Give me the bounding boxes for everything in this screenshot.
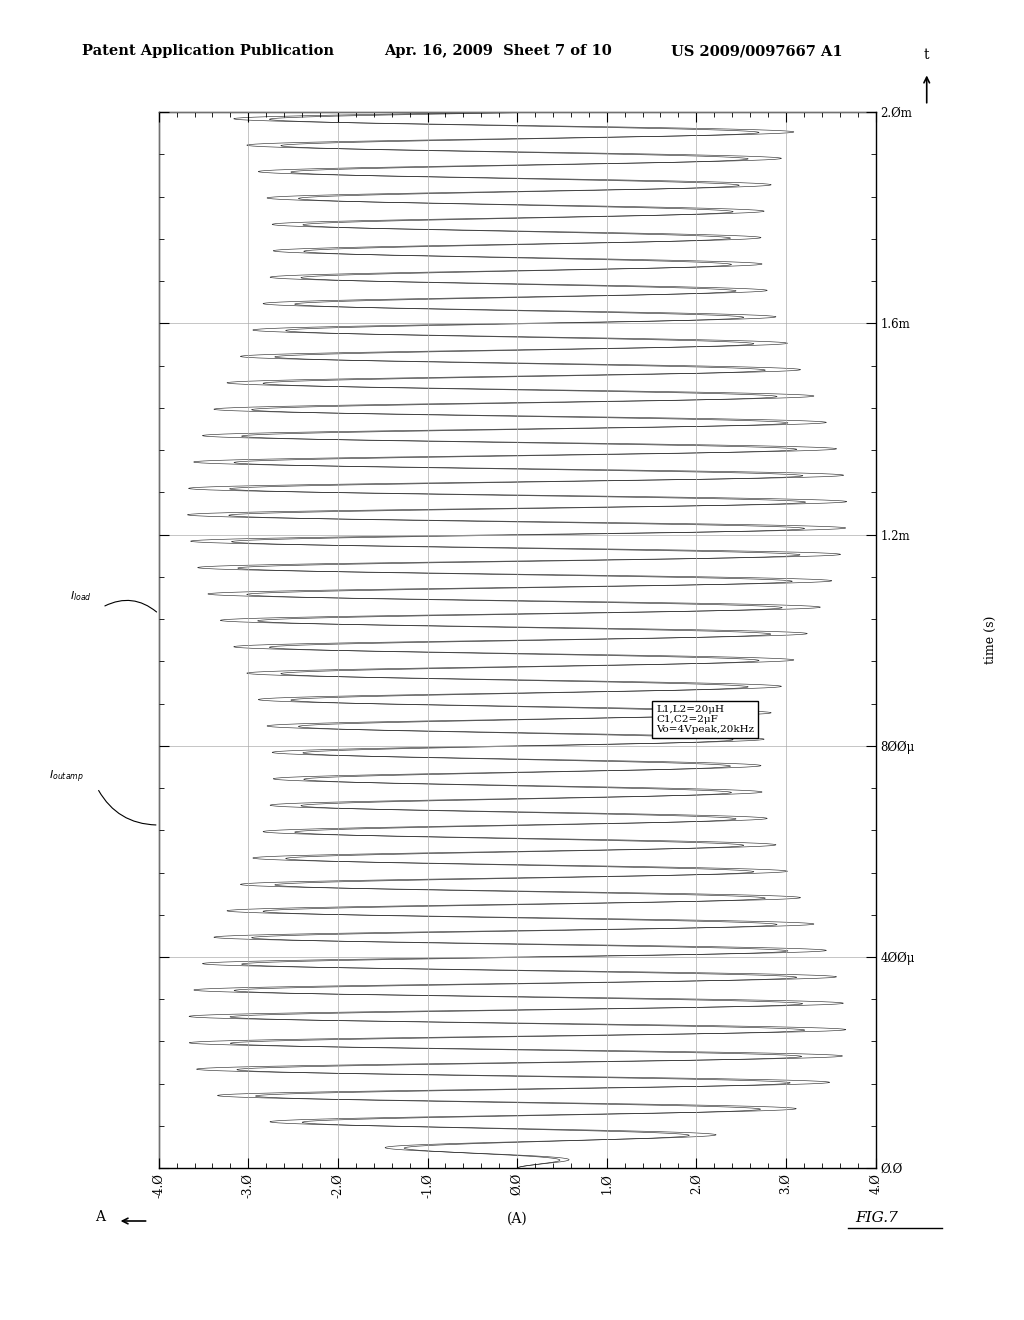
Text: Patent Application Publication: Patent Application Publication	[82, 45, 334, 58]
Text: Apr. 16, 2009  Sheet 7 of 10: Apr. 16, 2009 Sheet 7 of 10	[384, 45, 611, 58]
Text: A: A	[95, 1210, 105, 1224]
Text: $I_{outamp}$: $I_{outamp}$	[49, 770, 84, 785]
Text: US 2009/0097667 A1: US 2009/0097667 A1	[671, 45, 843, 58]
Text: FIG.7: FIG.7	[855, 1212, 898, 1225]
Text: $I_{load}$: $I_{load}$	[70, 590, 91, 603]
X-axis label: (A): (A)	[507, 1212, 527, 1226]
Y-axis label: time (s): time (s)	[984, 616, 997, 664]
Text: L1,L2=20μH
C1,C2=2μF
Vo=4Vpeak,20kHz: L1,L2=20μH C1,C2=2μF Vo=4Vpeak,20kHz	[656, 705, 754, 734]
Text: t: t	[924, 48, 930, 62]
